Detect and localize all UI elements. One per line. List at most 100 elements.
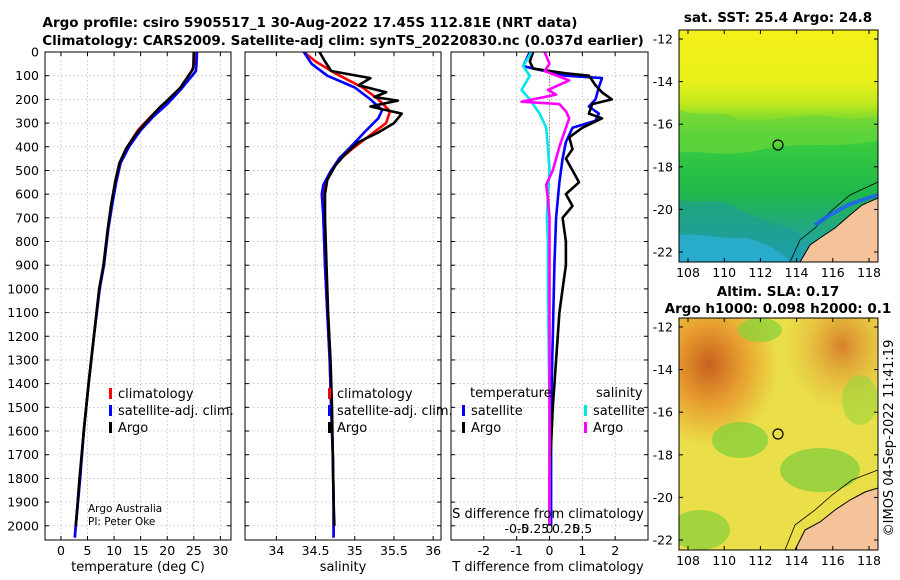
x-tick-label: 36 bbox=[425, 543, 441, 558]
legend-swatch bbox=[328, 405, 331, 416]
legend-swatch bbox=[109, 388, 112, 399]
sst-shelf-water bbox=[813, 193, 878, 227]
x-tick-label: 0 bbox=[546, 543, 554, 558]
y-tick-label: 0 bbox=[31, 45, 39, 60]
x-tick-label: 2 bbox=[611, 543, 619, 558]
series-line-salinity-satellite bbox=[520, 52, 551, 526]
y-tick-label: 100 bbox=[15, 68, 39, 83]
y-tick-label: 1900 bbox=[7, 495, 39, 510]
y-tick-label: 1500 bbox=[7, 400, 39, 415]
map-lon-label: 108 bbox=[676, 553, 700, 568]
salinity-xlabel: salinity bbox=[320, 560, 367, 575]
sla-map: Altim. SLA: 0.17 Argo h1000: 0.098 h2000… bbox=[653, 284, 892, 568]
y-tick-label: 2000 bbox=[7, 518, 39, 533]
series-line-argo bbox=[74, 52, 196, 526]
legend-swatch bbox=[584, 422, 587, 433]
x-tick-label: 10 bbox=[106, 543, 122, 558]
map-lat-label: -20 bbox=[653, 202, 673, 217]
difference-xlabel-s: S difference from climatology bbox=[452, 507, 644, 522]
y-tick-label: 1700 bbox=[7, 447, 39, 462]
salinity-panel: 34 34.5 35 35.5 36 salinity climatology satel… bbox=[244, 51, 453, 575]
y-tick-label: 900 bbox=[15, 258, 39, 273]
map-lat-label: -20 bbox=[653, 490, 673, 505]
y-tick-label: 500 bbox=[15, 163, 39, 178]
sla-map-title-2: Argo h1000: 0.098 h2000: 0.1 bbox=[665, 301, 892, 317]
y-tick-label: 1100 bbox=[7, 305, 39, 320]
y-tick-label: 400 bbox=[15, 139, 39, 154]
sla-low-patch bbox=[712, 422, 768, 458]
x-tick-label: 25 bbox=[186, 543, 202, 558]
imos-timestamp: ©IMOS 04-Sep-2022 11:41:19 bbox=[882, 340, 897, 537]
legend-label: climatology bbox=[337, 387, 413, 402]
map-lon-label: 114 bbox=[785, 553, 809, 568]
y-tick-label: 1800 bbox=[7, 471, 39, 486]
legend-swatch bbox=[328, 388, 331, 399]
temperature-axes-frame bbox=[44, 51, 232, 541]
x-tick-label: 5 bbox=[84, 543, 92, 558]
map-lat-label: -22 bbox=[653, 245, 673, 260]
credit-line-2: PI: Peter Oke bbox=[88, 516, 155, 528]
map-lat-label: -18 bbox=[653, 447, 673, 462]
sst-warm-band bbox=[679, 110, 878, 154]
x-tick-label: 20 bbox=[159, 543, 175, 558]
series-line-satellite-adj-clim- bbox=[73, 52, 199, 538]
temperature-xlabel: temperature (deg C) bbox=[71, 560, 205, 575]
map-lon-label: 112 bbox=[748, 553, 772, 568]
legend-label: satellite-adj. clim. bbox=[337, 404, 453, 419]
map-lon-label: 116 bbox=[821, 265, 845, 280]
y-tick-label: 1400 bbox=[7, 376, 39, 391]
legend-swatch bbox=[109, 405, 112, 416]
series-line-argo bbox=[318, 52, 404, 526]
y-tick-label: 700 bbox=[15, 210, 39, 225]
map-lon-label: 118 bbox=[857, 265, 881, 280]
map-lat-label: -14 bbox=[653, 362, 673, 377]
legend-label: satellite-adj. clim. bbox=[118, 404, 234, 419]
temperature-legend: climatology satellite-adj. clim. Argo bbox=[109, 387, 234, 436]
sla-map-title-1: Altim. SLA: 0.17 bbox=[717, 284, 839, 300]
legend-swatch bbox=[462, 405, 465, 416]
sst-map-frame bbox=[678, 29, 879, 263]
x-tick-label: 0 bbox=[57, 543, 65, 558]
title-line-1: Argo profile: csiro 5905517_1 30-Aug-202… bbox=[43, 15, 578, 31]
legend-label: Argo bbox=[593, 421, 623, 436]
s-diff-tick-label: -0.5 bbox=[504, 521, 528, 536]
y-tick-label: 1600 bbox=[7, 424, 39, 439]
legend-swatch bbox=[328, 422, 331, 433]
map-lat-label: -12 bbox=[653, 320, 673, 335]
x-tick-label: 34.5 bbox=[302, 543, 330, 558]
x-tick-label: 1 bbox=[578, 543, 586, 558]
legend-label: satellite bbox=[593, 404, 645, 419]
legend-label: satellite bbox=[471, 404, 523, 419]
sla-argo-location-marker bbox=[772, 428, 784, 440]
legend-label: climatology bbox=[118, 387, 194, 402]
legend-label: Argo bbox=[471, 421, 501, 436]
legend-swatch bbox=[462, 422, 465, 433]
sst-land bbox=[800, 198, 878, 262]
s-diff-tick-label: 0.25 bbox=[552, 521, 580, 536]
map-lon-label: 118 bbox=[857, 553, 881, 568]
s-diff-tick-label: 0 bbox=[546, 521, 554, 536]
legend-swatch bbox=[109, 422, 112, 433]
title-line-2: Climatology: CARS2009. Satellite-adj cli… bbox=[42, 33, 644, 49]
map-lon-label: 116 bbox=[821, 553, 845, 568]
credit-line-1: Argo Australia bbox=[88, 503, 162, 515]
y-tick-label: 600 bbox=[15, 187, 39, 202]
map-lon-label: 110 bbox=[712, 553, 736, 568]
sst-map-title: sat. SST: 25.4 Argo: 24.8 bbox=[684, 10, 872, 26]
x-tick-label: -2 bbox=[478, 543, 490, 558]
s-diff-tick-label: -0.25 bbox=[517, 521, 549, 536]
y-tick-label: 1200 bbox=[7, 329, 39, 344]
series-line-temperature-satellite bbox=[521, 52, 604, 526]
difference-legend: temperature salinity satellite Argo satellit… bbox=[462, 386, 645, 436]
legend-swatch bbox=[584, 405, 587, 416]
map-lat-label: -18 bbox=[653, 159, 673, 174]
map-lat-label: -22 bbox=[653, 533, 673, 548]
map-lat-label: -12 bbox=[653, 32, 673, 47]
y-tick-label: 800 bbox=[15, 234, 39, 249]
s-diff-tick-label: 0.5 bbox=[572, 521, 592, 536]
sst-map: sat. SST: 25.4 Argo: 24.8 108 110 112 114 11… bbox=[653, 10, 881, 280]
sst-cold-coastal bbox=[679, 234, 790, 262]
x-tick-label: -1 bbox=[510, 543, 522, 558]
map-lon-label: 108 bbox=[676, 265, 700, 280]
series-line-climatology bbox=[302, 52, 392, 538]
